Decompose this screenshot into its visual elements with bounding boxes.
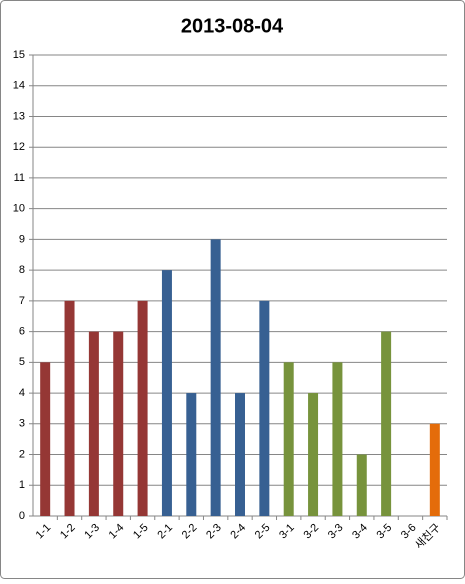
y-tick-label: 5 [19,356,25,368]
bar [113,331,124,516]
y-tick-label: 3 [19,418,25,430]
bar [429,423,440,516]
y-tick-label: 14 [13,80,25,92]
bar [356,454,367,516]
y-tick-label: 1 [19,479,25,491]
bar [186,393,197,516]
bar [235,393,245,516]
bar [259,300,270,516]
y-tick-label: 7 [19,295,25,307]
y-tick-label: 15 [13,49,25,61]
bar [210,239,221,516]
chart-title: 2013-08-04 [181,15,284,37]
bar [137,300,148,516]
bar [381,331,392,516]
bar [64,300,75,516]
bar [308,393,319,516]
y-tick-label: 6 [19,326,25,338]
y-tick-label: 10 [13,203,25,215]
bar [283,362,294,516]
y-tick-label: 13 [13,110,25,122]
y-tick-label: 9 [19,233,25,245]
bar [332,362,343,516]
bar [161,270,172,516]
bar [40,362,51,516]
bar [88,331,99,516]
y-tick-label: 8 [19,264,25,276]
y-tick-label: 2 [19,448,25,460]
y-tick-label: 12 [13,141,25,153]
y-tick-label: 0 [19,510,25,522]
y-tick-label: 11 [14,172,25,184]
y-tick-label: 4 [19,387,25,399]
